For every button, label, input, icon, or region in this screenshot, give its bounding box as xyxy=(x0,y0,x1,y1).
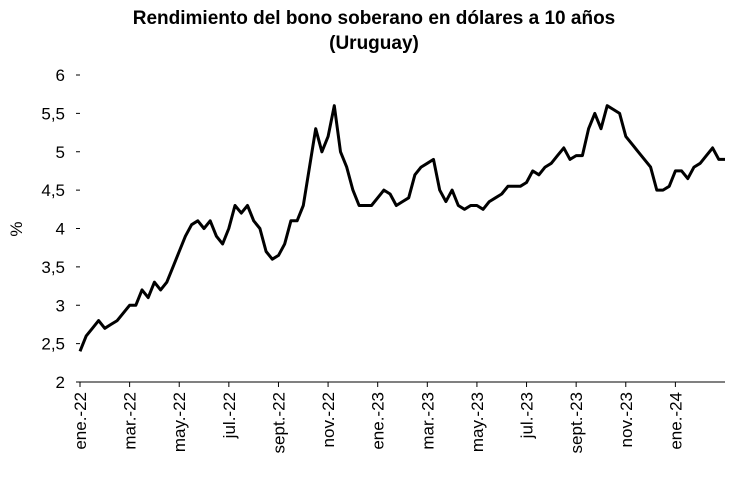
y-tick-label: 3,5 xyxy=(41,258,65,277)
x-tick-label: jul.-23 xyxy=(518,392,537,439)
x-tick-label: mar.-23 xyxy=(418,392,437,450)
x-tick-label: mar.-22 xyxy=(121,392,140,450)
x-tick-label: ene.-22 xyxy=(71,392,90,450)
y-tick-label: 6 xyxy=(56,66,65,85)
chart-subtitle: (Uruguay) xyxy=(329,33,419,54)
series-line xyxy=(78,104,725,352)
x-tick-label: may.-22 xyxy=(170,392,189,452)
x-tick-label: sept.-22 xyxy=(269,392,288,453)
y-axis-label: % xyxy=(7,221,26,236)
y-tick-label: 3 xyxy=(56,296,65,315)
x-tick-label: ene.-24 xyxy=(666,392,685,450)
y-tick-label: 5,5 xyxy=(41,104,65,123)
x-tick-label: ene.-23 xyxy=(369,392,388,450)
chart-title: Rendimiento del bono soberano en dólares… xyxy=(133,8,616,29)
y-tick-label: 4,5 xyxy=(41,181,65,200)
x-tick-label: jul.-22 xyxy=(220,392,239,439)
x-tick-label: nov.-22 xyxy=(319,392,338,447)
x-tick-label: sept.-23 xyxy=(567,392,586,453)
y-tick-label: 2 xyxy=(56,373,65,392)
y-tick-label: 5 xyxy=(56,143,65,162)
x-tick-label: nov.-23 xyxy=(617,392,636,447)
y-tick-label: 4 xyxy=(56,220,65,239)
x-tick-label: may.-23 xyxy=(468,392,487,452)
y-tick-label: 2,5 xyxy=(41,335,65,354)
